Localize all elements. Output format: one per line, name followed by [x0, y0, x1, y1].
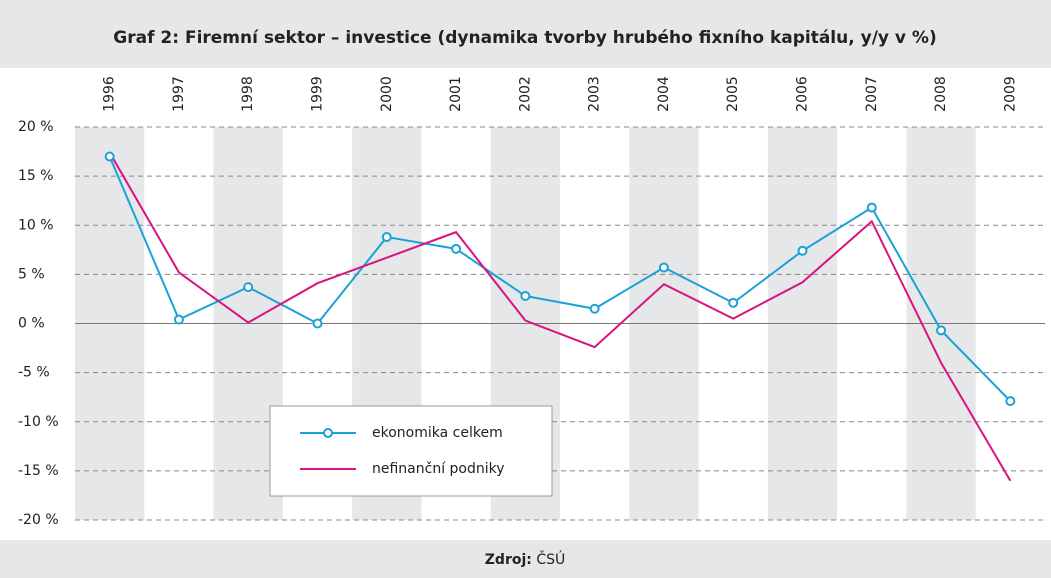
title-bar — [0, 0, 1051, 68]
data-point — [104, 151, 115, 162]
x-tick-label: 2003 — [587, 76, 603, 112]
x-tick-label: 2004 — [656, 76, 672, 112]
legend-box — [269, 405, 553, 497]
data-point — [936, 325, 947, 336]
x-tick-label: 2007 — [864, 76, 880, 112]
y-tick-label: -5 % — [18, 365, 50, 381]
source-name: ČSÚ — [536, 550, 565, 568]
data-point — [451, 243, 462, 254]
x-tick-label: 2008 — [933, 76, 949, 112]
y-tick-label: 20 % — [18, 119, 54, 135]
x-tick-label: 1998 — [240, 76, 256, 112]
x-tick-label: 1996 — [102, 76, 118, 112]
legend-label: ekonomika celkem — [372, 425, 503, 441]
data-point — [381, 232, 392, 243]
x-tick-label: 2002 — [517, 76, 533, 112]
y-tick-label: 10 % — [18, 217, 54, 233]
y-tick-label: -15 % — [18, 463, 59, 479]
legend-label: nefinanční podniky — [372, 461, 505, 477]
x-tick-label: 2001 — [448, 76, 464, 112]
source-bar — [0, 540, 1051, 578]
x-tick-label: 2005 — [725, 76, 741, 112]
series-line — [108, 152, 1012, 482]
source-label: Zdroj: — [485, 552, 532, 568]
lines — [104, 151, 1016, 482]
grid — [75, 126, 1045, 521]
x-tick-label: 1997 — [171, 76, 187, 112]
x-tick-label: 2006 — [795, 76, 811, 112]
data-point — [797, 245, 808, 256]
y-tick-label: -20 % — [18, 512, 59, 528]
series-line — [108, 156, 1012, 402]
data-point — [728, 297, 739, 308]
legend: ekonomika celkem nefinanční podniky — [269, 405, 553, 497]
x-tick-label: 2000 — [379, 76, 395, 112]
x-tick-label: 1999 — [310, 76, 326, 112]
data-point — [520, 290, 531, 301]
y-tick-label: -10 % — [18, 414, 59, 430]
data-point — [589, 303, 600, 314]
chart-title: Graf 2: Firemní sektor – investice (dyna… — [113, 28, 936, 48]
y-tick-label: 15 % — [18, 168, 54, 184]
data-point — [173, 314, 184, 325]
data-point — [243, 282, 254, 293]
data-point — [866, 202, 877, 213]
data-point — [1005, 396, 1016, 407]
legend-marker — [323, 428, 333, 438]
y-tick-label: 5 % — [18, 266, 45, 282]
x-tick-label: 2009 — [1002, 76, 1018, 112]
source: Zdroj: ČSÚ — [485, 550, 565, 568]
data-point — [312, 318, 323, 329]
data-point — [658, 262, 669, 273]
y-tick-label: 0 % — [18, 316, 45, 332]
